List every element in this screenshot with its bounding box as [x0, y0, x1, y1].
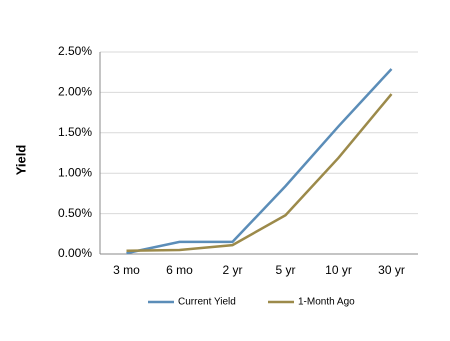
legend-label: Current Yield — [178, 297, 236, 308]
y-tick-label: 0.00% — [58, 246, 92, 260]
y-axis-label: Yield — [13, 145, 28, 176]
x-tick-label: 5 yr — [275, 263, 295, 277]
x-tick-label: 30 yr — [378, 263, 405, 277]
x-tick-label: 3 mo — [113, 263, 140, 277]
legend-label: 1-Month Ago — [298, 297, 355, 308]
y-tick-label: 1.50% — [58, 125, 92, 139]
x-tick-label: 10 yr — [325, 263, 352, 277]
x-tick-label: 6 mo — [166, 263, 193, 277]
y-tick-label: 0.50% — [58, 206, 92, 220]
y-tick-label: 1.00% — [58, 165, 92, 179]
series-line — [126, 68, 393, 255]
series-line — [126, 93, 393, 253]
x-tick-label: 2 yr — [222, 263, 242, 277]
y-tick-label: 2.50% — [58, 44, 92, 58]
y-tick-label: 2.00% — [58, 85, 92, 99]
